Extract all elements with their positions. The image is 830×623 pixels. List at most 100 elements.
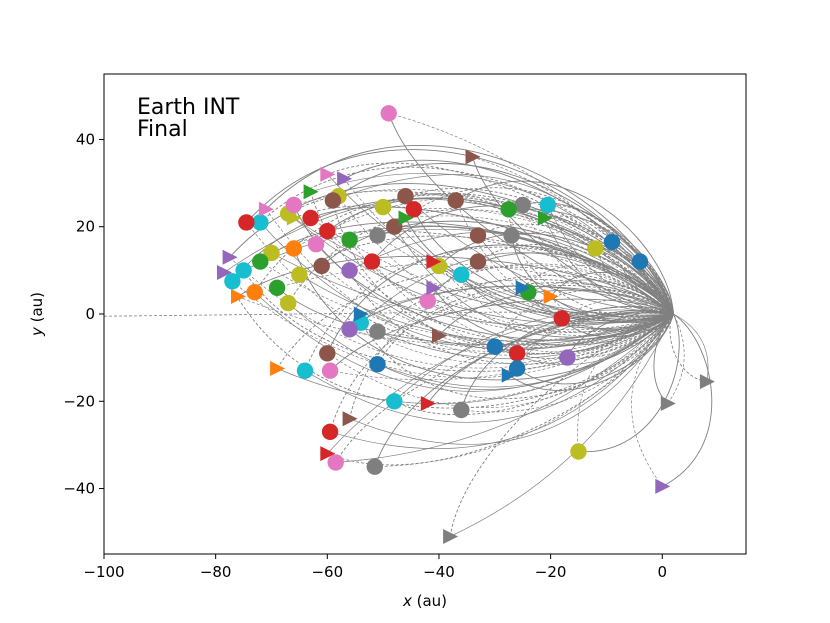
triangle-marker <box>432 328 447 344</box>
triangle-marker <box>501 367 517 383</box>
triangle-marker <box>398 210 414 226</box>
y-tick-label: 0 <box>85 305 95 323</box>
triangle-marker <box>222 249 238 265</box>
orbit-trail <box>653 313 674 404</box>
orbit-trail <box>360 313 674 400</box>
orbit-trail <box>329 298 674 372</box>
x-tick-label: −20 <box>535 563 567 581</box>
circle-marker <box>469 253 487 270</box>
circle-marker <box>486 338 503 355</box>
orbit-trail-long <box>103 311 674 317</box>
orbit-trail <box>427 310 674 404</box>
triangle-marker <box>258 201 274 217</box>
orbit-trail-return <box>577 313 674 452</box>
orbit-trail-return <box>329 313 674 449</box>
circle-marker <box>302 209 319 227</box>
orbit-trail <box>669 313 707 383</box>
orbit-trail-return <box>276 313 674 405</box>
circle-marker <box>570 443 587 460</box>
x-axis-unit: (au) <box>412 592 447 610</box>
triangle-marker <box>342 411 358 427</box>
circle-marker <box>369 323 386 340</box>
circle-marker <box>587 240 604 257</box>
orbit-trail-return <box>377 235 674 317</box>
triangle-marker <box>303 184 319 200</box>
orbit-trail-return <box>550 296 674 333</box>
circle-marker <box>631 253 649 270</box>
circle-marker <box>285 240 302 257</box>
orbit-trails <box>103 112 713 537</box>
circle-marker <box>453 401 470 419</box>
orbit-trail-return <box>327 174 674 316</box>
triangle-marker <box>320 166 336 182</box>
triangle-marker <box>515 280 531 296</box>
circle-marker <box>313 257 330 275</box>
circle-marker <box>268 279 286 296</box>
orbit-trail-return <box>327 230 674 334</box>
triangle-marker <box>538 210 553 226</box>
circle-marker <box>508 360 526 377</box>
data-markers <box>217 105 715 544</box>
circle-marker <box>291 266 308 283</box>
orbit-trail <box>547 204 674 315</box>
orbit-trail-return <box>567 313 674 359</box>
triangle-marker <box>270 361 286 376</box>
orbit-trail-return <box>433 263 674 315</box>
orbit-trail-return <box>287 302 674 390</box>
orbit-trail <box>265 145 674 315</box>
circle-marker <box>252 214 269 231</box>
circle-marker <box>319 345 336 362</box>
orbit-trail-return <box>394 226 674 338</box>
orbit-trail-return <box>667 313 685 404</box>
orbit-trail-return <box>438 313 674 355</box>
x-tick-label: −80 <box>200 563 232 581</box>
orbit-trail <box>388 113 674 315</box>
triangle-marker <box>660 396 676 411</box>
triangle-marker <box>426 280 442 296</box>
orbit-trail-return <box>427 300 674 353</box>
circle-marker <box>514 196 531 214</box>
circle-marker <box>319 222 336 240</box>
orbit-trail-return <box>631 313 674 487</box>
orbit-trail-return <box>315 243 674 349</box>
triangle-marker <box>543 289 559 304</box>
orbit-trail-return <box>293 197 674 315</box>
orbit-trail-return <box>360 252 674 323</box>
orbit-trail <box>433 244 674 315</box>
orbit-trail-return <box>335 313 674 463</box>
orbit-trail-return <box>461 313 674 413</box>
orbit-trail-return <box>327 312 674 454</box>
orbit-trail-return <box>293 217 674 318</box>
x-axis-label: x (au) <box>402 592 447 610</box>
circle-marker <box>263 244 280 262</box>
chart-title-line-2: Final <box>137 117 188 142</box>
orbit-trail <box>299 235 674 315</box>
circle-marker <box>341 321 358 338</box>
y-tick-label: 20 <box>76 218 95 236</box>
triangle-marker <box>286 210 302 226</box>
triangle-marker <box>337 171 353 187</box>
orbit-trail <box>374 309 674 467</box>
orbit-trail <box>550 271 674 315</box>
circle-marker <box>553 310 570 327</box>
circle-marker <box>539 196 556 214</box>
x-tick-label: −60 <box>311 563 343 581</box>
circle-marker <box>366 458 383 475</box>
chart-title-line-1: Earth INT <box>137 95 240 120</box>
triangle-marker <box>426 254 442 270</box>
orbit-trail-return <box>522 287 674 330</box>
orbit-trail-return <box>265 209 674 356</box>
axis-ticks: −100 −80 −60 −40 −20 0 −40 −20 0 20 40 <box>63 130 667 581</box>
orbit-trail-return <box>427 313 674 404</box>
orbit-trail <box>405 217 674 323</box>
orbit-trail <box>329 284 674 432</box>
triangle-marker <box>655 478 671 494</box>
circle-marker <box>447 192 464 209</box>
triangle-marker <box>465 149 481 165</box>
orbit-trail-return <box>232 281 674 379</box>
orbit-trail-return <box>544 217 674 315</box>
circle-marker <box>559 349 576 366</box>
orbit-trail-return <box>349 313 674 445</box>
triangle-marker <box>353 306 369 322</box>
y-tick-label: −20 <box>63 392 95 410</box>
